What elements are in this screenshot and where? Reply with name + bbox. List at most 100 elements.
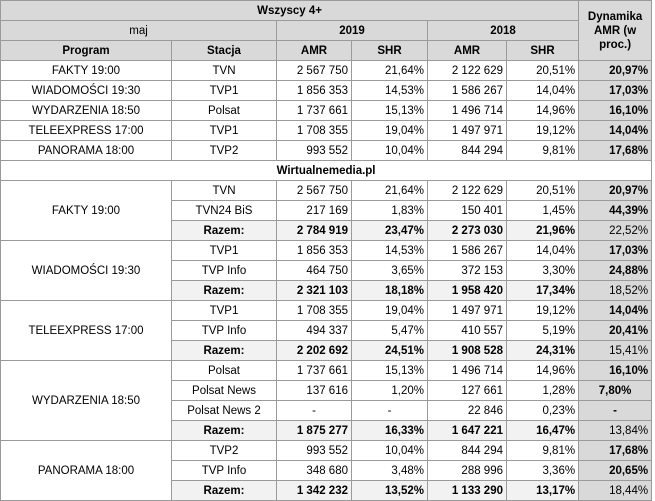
amr-2019-cell: 217 169: [276, 200, 352, 221]
header-row-years: maj 2019 2018: [0, 20, 652, 41]
table-row: WIADOMOŚCI 19:30 TVP1 1 856 353 14,53% 1…: [0, 80, 653, 101]
amr-2018-cell: 844 294: [427, 140, 507, 161]
group-program-cell: TELEEXPRESS 17:00: [0, 300, 172, 361]
amr-2019-cell: 1 737 661: [276, 360, 352, 381]
station-cell: TVN: [171, 60, 277, 81]
amr-2019-cell: 2 321 103: [276, 280, 352, 301]
dynamics-header: Dynamika AMR (w proc.): [578, 0, 653, 61]
dynamics-cell: 18,52%: [578, 280, 653, 301]
amr-2018-cell: 1 496 714: [427, 360, 507, 381]
shr-2019-cell: 14,53%: [351, 80, 428, 101]
amr-2018-cell: 372 153: [427, 260, 507, 281]
dynamics-cell: 44,39%: [578, 200, 653, 221]
amr-2018-cell: 150 401: [427, 200, 507, 221]
shr-2018-cell: 13,17%: [505, 480, 580, 501]
dynamics-cell: 7,80%: [578, 380, 653, 401]
dynamics-cell: 24,88%: [578, 260, 653, 281]
station-cell: TVP Info: [171, 460, 277, 481]
amr-2018-cell: 1 133 290: [427, 480, 507, 501]
shr-2018-header: SHR: [505, 40, 580, 61]
group-program-cell: WIADOMOŚCI 19:30: [0, 240, 172, 301]
shr-2018-cell: 3,30%: [505, 260, 580, 281]
shr-2018-cell: 5,19%: [505, 320, 580, 341]
amr-2019-cell: -: [276, 400, 352, 421]
table-row: PANORAMA 18:00 TVP2 993 552 10,04% 844 2…: [0, 140, 653, 161]
shr-2019-cell: 10,04%: [351, 440, 428, 461]
amr-2019-cell: 1 875 277: [276, 420, 352, 441]
table-row: PANORAMA 18:00 TVP2 993 552 10,04% 844 2…: [0, 440, 653, 501]
amr-2019-cell: 1 708 355: [276, 120, 352, 141]
shr-2018-cell: 3,36%: [505, 460, 580, 481]
station-cell: TVP1: [171, 80, 277, 101]
shr-2018-cell: 16,47%: [505, 420, 580, 441]
program-cell: TELEEXPRESS 17:00: [0, 120, 172, 141]
shr-2019-cell: 13,52%: [351, 480, 428, 501]
shr-2019-cell: 19,04%: [351, 120, 428, 141]
shr-2019-cell: 15,13%: [351, 100, 428, 121]
header-row-title: Wszyscy 4+ Dynamika AMR (w proc.): [0, 0, 653, 61]
program-cell: WIADOMOŚCI 19:30: [0, 80, 172, 101]
table-row: Polsat News 2 - - 22 846 0,23% -: [1, 400, 653, 421]
dynamics-cell: 13,84%: [578, 420, 653, 441]
dynamics-cell: 20,97%: [578, 60, 653, 81]
shr-2018-cell: 9,81%: [505, 140, 580, 161]
shr-2019-cell: 14,53%: [351, 240, 428, 261]
header-row-columns: Program Stacja AMR SHR AMR SHR: [0, 40, 652, 61]
amr-2018-cell: 2 122 629: [427, 60, 507, 81]
section-label: Wirtualnemedia.pl: [0, 160, 653, 181]
amr-2019-cell: 137 616: [276, 380, 352, 401]
amr-2019-cell: 1 856 353: [276, 80, 352, 101]
shr-2019-cell: 21,64%: [351, 180, 428, 201]
program-column-header: Program: [0, 40, 172, 61]
shr-2018-cell: 1,28%: [505, 380, 580, 401]
table-row: FAKTY 19:00 TVN 2 567 750 21,64% 2 122 6…: [0, 60, 653, 81]
shr-2018-cell: 20,51%: [505, 180, 580, 201]
shr-2019-cell: 16,33%: [351, 420, 428, 441]
dynamics-cell: 17,03%: [578, 80, 653, 101]
shr-2018-cell: 17,34%: [505, 280, 580, 301]
dynamics-cell: 14,04%: [578, 300, 653, 321]
group-program-cell: PANORAMA 18:00: [0, 440, 172, 501]
dynamics-cell: 18,44%: [578, 480, 653, 501]
amr-2018-header: AMR: [427, 40, 507, 61]
shr-2019-cell: 3,48%: [351, 460, 428, 481]
station-cell: TVP2: [171, 440, 277, 461]
dynamics-cell: 20,65%: [578, 460, 653, 481]
station-cell: TVP1: [171, 120, 277, 141]
shr-2018-cell: 20,51%: [505, 60, 580, 81]
shr-2019-cell: 15,13%: [351, 360, 428, 381]
dynamics-cell: 20,97%: [578, 180, 653, 201]
total-row: Razem: 2 202 692 24,51% 1 908 528 24,31%…: [1, 340, 653, 361]
shr-2019-cell: 5,47%: [351, 320, 428, 341]
shr-2019-cell: 10,04%: [351, 140, 428, 161]
amr-2019-cell: 1 856 353: [276, 240, 352, 261]
shr-2019-cell: 3,65%: [351, 260, 428, 281]
program-cell: FAKTY 19:00: [0, 60, 172, 81]
shr-2019-cell: 21,64%: [351, 60, 428, 81]
shr-2019-header: SHR: [351, 40, 428, 61]
dynamics-cell: 22,52%: [578, 220, 653, 241]
amr-2019-cell: 993 552: [276, 440, 352, 461]
station-cell: TVP2: [171, 140, 277, 161]
dynamics-cell: 16,10%: [578, 360, 653, 381]
amr-2019-cell: 1 737 661: [276, 100, 352, 121]
dynamics-cell: 20,41%: [578, 320, 653, 341]
year-2019-header: 2019: [276, 20, 428, 41]
total-row: Razem: 2 321 103 18,18% 1 958 420 17,34%…: [1, 280, 653, 301]
shr-2018-cell: 1,45%: [505, 200, 580, 221]
amr-2018-cell: 127 661: [427, 380, 507, 401]
amr-2019-cell: 494 337: [276, 320, 352, 341]
total-label: Razem:: [171, 420, 277, 441]
program-cell: WYDARZENIA 18:50: [0, 100, 172, 121]
station-cell: TVP1: [171, 240, 277, 261]
amr-2018-cell: 1 496 714: [427, 100, 507, 121]
shr-2019-cell: -: [351, 400, 428, 421]
shr-2018-cell: 19,12%: [505, 300, 580, 321]
amr-2019-cell: 2 567 750: [276, 180, 352, 201]
total-label: Razem:: [171, 220, 277, 241]
shr-2019-cell: 23,47%: [351, 220, 428, 241]
station-column-header: Stacja: [171, 40, 277, 61]
shr-2018-cell: 14,96%: [505, 360, 580, 381]
dynamics-cell: 17,03%: [578, 240, 653, 261]
